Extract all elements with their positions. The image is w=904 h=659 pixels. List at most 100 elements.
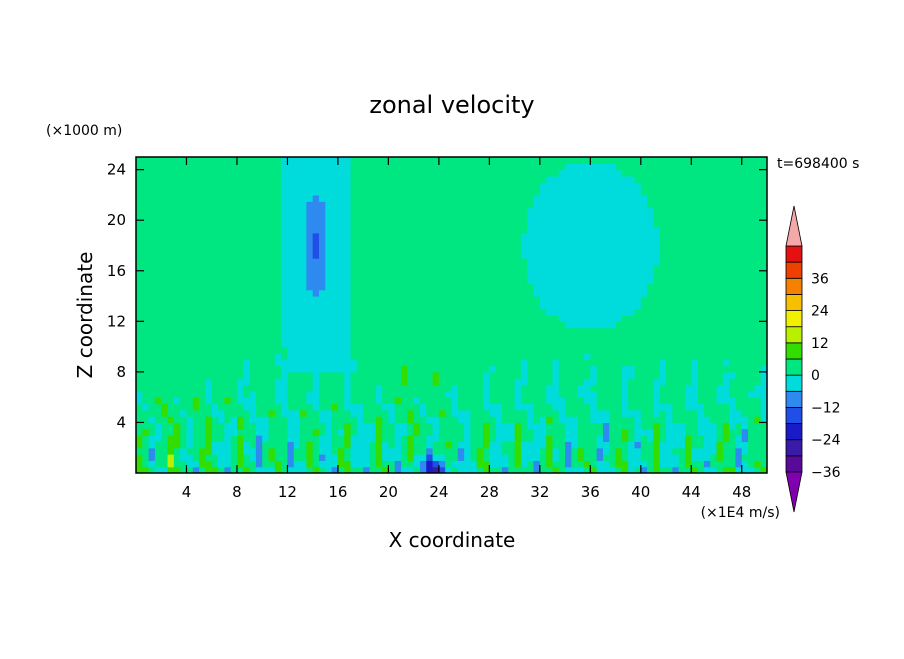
heatmap-cell <box>438 441 446 449</box>
heatmap-cell <box>501 352 509 360</box>
heatmap-cell <box>287 232 295 240</box>
heatmap-cell <box>401 201 408 209</box>
heatmap-cell <box>577 327 585 335</box>
heatmap-cell <box>394 270 402 278</box>
heatmap-cell <box>533 371 541 379</box>
heatmap-cell <box>161 182 169 190</box>
heatmap-cell <box>697 409 705 417</box>
heatmap-cell <box>470 327 478 335</box>
heatmap-cell <box>697 371 705 379</box>
heatmap-cell <box>748 296 755 303</box>
heatmap-cell <box>678 384 686 392</box>
heatmap-cell <box>457 435 465 442</box>
heatmap-cell <box>331 333 339 341</box>
heatmap-cell <box>520 163 528 171</box>
heatmap-cell <box>236 182 244 190</box>
heatmap-cell <box>476 289 484 297</box>
heatmap-cell <box>142 169 150 177</box>
heatmap-cell <box>457 371 465 379</box>
heatmap-cell <box>312 454 320 461</box>
heatmap-cell <box>236 277 244 284</box>
heatmap-cell <box>634 403 642 411</box>
heatmap-cell <box>394 207 402 215</box>
heatmap-cell <box>647 460 655 468</box>
heatmap-cell <box>363 302 371 310</box>
heatmap-cell <box>697 460 705 468</box>
heatmap-cell <box>571 308 579 316</box>
heatmap-cell <box>520 289 528 297</box>
heatmap-cell <box>653 466 661 473</box>
heatmap-cell <box>489 403 497 411</box>
heatmap-cell <box>552 327 560 335</box>
heatmap-cell <box>501 340 509 348</box>
heatmap-cell <box>565 403 572 411</box>
heatmap-cell <box>394 390 402 398</box>
heatmap-cell <box>426 390 434 398</box>
heatmap-cell <box>218 384 225 392</box>
heatmap-cell <box>590 435 598 442</box>
heatmap-cell <box>489 397 497 405</box>
heatmap-cell <box>451 403 459 411</box>
heatmap-cell <box>552 315 560 322</box>
heatmap-cell <box>344 365 352 373</box>
heatmap-cell <box>382 232 389 240</box>
heatmap-cell <box>268 422 276 430</box>
heatmap-cell <box>514 321 522 329</box>
heatmap-cell <box>312 352 320 360</box>
heatmap-cell <box>407 416 415 424</box>
heatmap-cell <box>584 213 591 221</box>
heatmap-cell <box>325 378 333 386</box>
heatmap-cell <box>716 163 724 171</box>
heatmap-cell <box>205 226 213 234</box>
heatmap-cell <box>205 315 213 322</box>
heatmap-cell <box>249 340 257 348</box>
heatmap-cell <box>653 359 661 367</box>
heatmap-cell <box>653 403 661 411</box>
heatmap-cell <box>470 460 478 468</box>
heatmap-cell <box>300 378 307 386</box>
heatmap-cell <box>369 239 377 247</box>
heatmap-cell <box>337 365 345 373</box>
heatmap-cell <box>539 220 547 228</box>
heatmap-cell <box>464 220 472 228</box>
heatmap-cell <box>199 422 207 430</box>
heatmap-cell <box>489 258 497 266</box>
heatmap-cell <box>602 327 610 335</box>
heatmap-cell <box>508 435 516 442</box>
heatmap-cell <box>161 251 169 259</box>
heatmap-cell <box>154 277 162 284</box>
heatmap-cell <box>716 346 724 354</box>
heatmap-cell <box>369 340 377 348</box>
heatmap-cell <box>514 270 522 278</box>
heatmap-cell <box>678 232 686 240</box>
heatmap-cell <box>419 365 427 373</box>
heatmap-cell <box>697 447 705 455</box>
heatmap-cell <box>666 194 673 202</box>
heatmap-cell <box>148 169 156 177</box>
heatmap-cell <box>640 226 648 234</box>
heatmap-cell <box>438 296 446 303</box>
heatmap-cell <box>344 315 352 322</box>
heatmap-cell <box>546 428 554 436</box>
heatmap-cell <box>691 340 699 348</box>
heatmap-cell <box>621 277 629 284</box>
heatmap-cell <box>426 327 434 335</box>
heatmap-cell <box>653 340 661 348</box>
heatmap-cell <box>274 378 282 386</box>
heatmap-cell <box>647 207 655 215</box>
heatmap-cell <box>287 245 295 253</box>
heatmap-cell <box>180 365 188 373</box>
heatmap-cell <box>445 390 453 398</box>
heatmap-cell <box>300 251 307 259</box>
heatmap-cell <box>445 163 453 171</box>
heatmap-cell <box>729 333 737 341</box>
heatmap-cell <box>552 169 560 177</box>
heatmap-cell <box>571 213 579 221</box>
heatmap-cell <box>199 194 207 202</box>
heatmap-cell <box>262 384 270 392</box>
heatmap-cell <box>760 258 767 266</box>
heatmap-cell <box>584 327 591 335</box>
heatmap-cell <box>218 422 225 430</box>
heatmap-cell <box>508 283 516 291</box>
heatmap-cell <box>318 409 326 417</box>
